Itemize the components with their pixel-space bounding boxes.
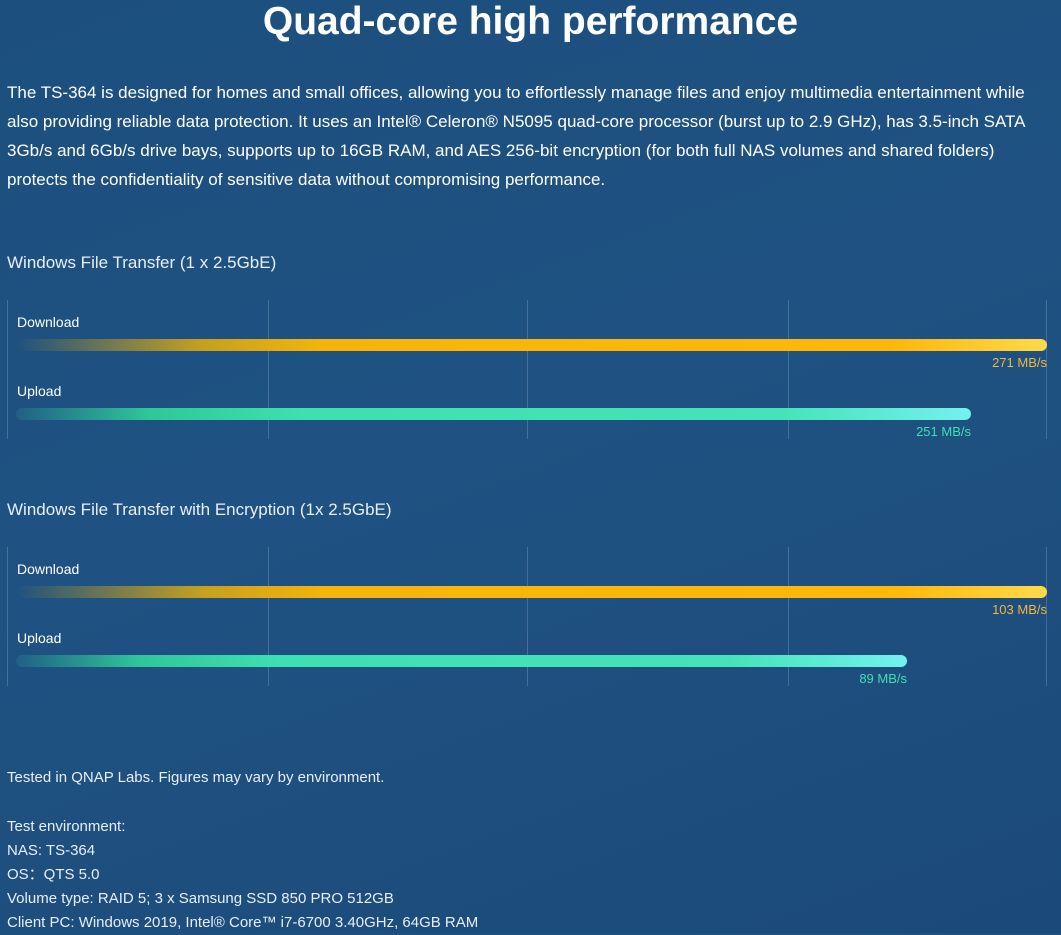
gridline: [527, 300, 528, 439]
gridline: [788, 300, 789, 439]
test-env-volume: Volume type: RAID 5; 3 x Samsung SSD 850…: [7, 890, 394, 907]
test-env-heading: Test environment:: [7, 818, 126, 835]
gridline: [788, 547, 789, 686]
bar-download: [16, 586, 1047, 598]
gridline: [527, 547, 528, 686]
chart-title: Windows File Transfer (1 x 2.5GbE): [7, 253, 277, 272]
test-env-nas: NAS: TS-364: [7, 842, 96, 859]
bar-value-upload: 89 MB/s: [859, 671, 907, 686]
test-env-os: OS：QTS 5.0: [7, 866, 100, 883]
gridline: [1046, 300, 1047, 439]
chart-area: Download 103 MB/s Upload 89 MB/s: [7, 547, 1047, 686]
gridline: [268, 300, 269, 439]
bar-label-upload: Upload: [17, 383, 62, 399]
intro-paragraph: The TS-364 is designed for homes and sma…: [7, 83, 1025, 189]
chart-title: Windows File Transfer with Encryption (1…: [7, 500, 392, 519]
bar-label-upload: Upload: [17, 630, 62, 646]
bar-upload: [16, 408, 971, 420]
chart-area: Download 271 MB/s Upload 251 MB/s: [7, 300, 1047, 439]
bar-value-download: 103 MB/s: [992, 602, 1047, 617]
gridline: [1046, 547, 1047, 686]
bar-upload: [16, 655, 907, 667]
bar-value-download: 271 MB/s: [992, 355, 1047, 370]
bar-download: [16, 339, 1047, 351]
page-title: Quad-core high performance: [262, 0, 799, 43]
bar-label-download: Download: [17, 561, 80, 577]
bar-value-upload: 251 MB/s: [916, 424, 971, 439]
gridline: [7, 300, 8, 439]
gridline: [7, 547, 8, 686]
bar-label-download: Download: [17, 314, 80, 330]
disclaimer-text: Tested in QNAP Labs. Figures may vary by…: [7, 769, 385, 786]
gridline: [268, 547, 269, 686]
test-environment: Test environment: NAS: TS-364 OS：QTS 5.0…: [7, 815, 478, 935]
test-env-client: Client PC: Windows 2019, Intel® Core™ i7…: [7, 914, 479, 931]
